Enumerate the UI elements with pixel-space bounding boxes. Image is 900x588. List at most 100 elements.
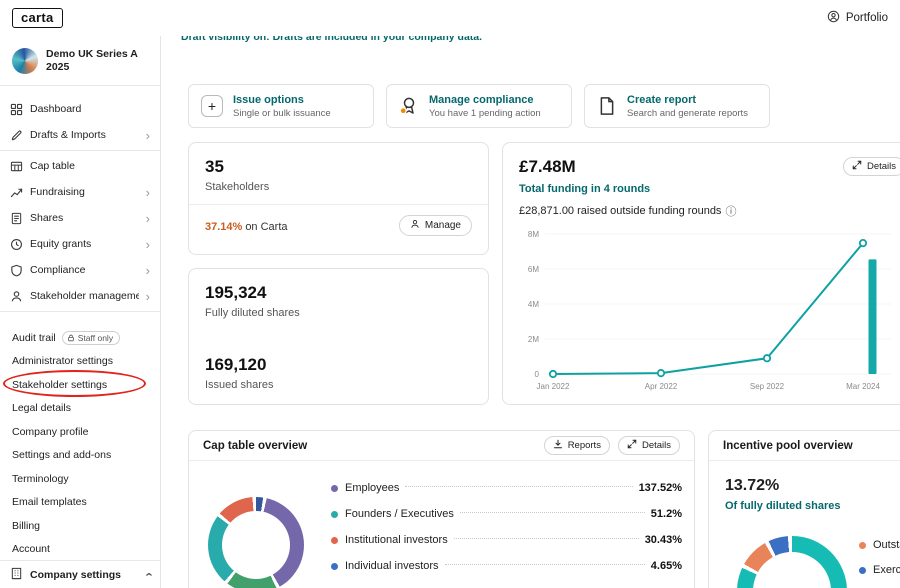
person-icon — [10, 290, 23, 303]
reports-button[interactable]: Reports — [544, 436, 610, 455]
sidebar-item-settings-and-add-ons[interactable]: Settings and add-ons — [0, 444, 160, 468]
building-icon — [10, 567, 23, 583]
table-icon — [10, 160, 23, 173]
issued-shares-label: Issued shares — [205, 379, 472, 391]
sidebar-item-administrator-settings[interactable]: Administrator settings — [0, 350, 160, 374]
info-icon[interactable]: ⓘ — [725, 203, 736, 219]
chevron-up-icon: › — [140, 572, 155, 576]
svg-text:0: 0 — [535, 370, 540, 379]
sidebar-item-label: Stakeholder settings — [12, 379, 107, 391]
on-carta-percent: 37.14% — [205, 221, 242, 233]
sidebar-item-label: Dashboard — [30, 103, 81, 115]
expand-icon — [627, 439, 637, 452]
action-title: Manage compliance — [429, 94, 541, 106]
sidebar-settings-nav: Audit trailStaff only Administrator setti… — [0, 314, 160, 561]
carta-logo[interactable]: carta — [12, 8, 63, 28]
legend-label: Founders / Executives — [345, 508, 454, 520]
sidebar-item-dashboard[interactable]: Dashboard — [0, 96, 160, 122]
manage-button[interactable]: Manage — [399, 215, 472, 236]
sidebar-divider — [0, 311, 160, 312]
legend-item-individual-investors: Individual investors4.65% — [331, 553, 682, 579]
sidebar-item-stakeholder-management[interactable]: Stakeholder management› — [0, 283, 160, 309]
legend-dot — [331, 537, 338, 544]
captable-details-button[interactable]: Details — [618, 436, 680, 455]
outside-funding-text: £28,871.00 raised outside funding rounds — [519, 205, 721, 217]
sidebar-item-label: Account — [12, 543, 50, 555]
sidebar-item-drafts-imports[interactable]: Drafts & Imports› — [0, 122, 160, 148]
sidebar-item-account[interactable]: Account — [0, 538, 160, 562]
legend-dot — [859, 567, 866, 574]
portfolio-button[interactable]: Portfolio — [827, 10, 888, 26]
company-avatar — [12, 48, 38, 74]
svg-text:Mar 2024: Mar 2024 — [846, 382, 880, 391]
sidebar-item-fundraising[interactable]: Fundraising› — [0, 179, 160, 205]
sidebar-item-billing[interactable]: Billing — [0, 514, 160, 538]
sidebar-item-label: Email templates — [12, 496, 87, 508]
legend-item-exercised: Exercised — [859, 564, 900, 576]
chevron-right-icon: › — [146, 186, 150, 199]
sidebar-item-equity-grants[interactable]: Equity grants› — [0, 231, 160, 257]
on-carta-label: on Carta — [245, 221, 287, 233]
company-switcher[interactable]: Demo UK Series A 2025 — [0, 36, 160, 86]
action-subtitle: Search and generate reports — [627, 108, 748, 119]
funding-rounds-subtitle: Total funding in 4 rounds — [519, 183, 900, 195]
action-subtitle: Single or bulk issuance — [233, 108, 331, 119]
sidebar-item-audit-trail[interactable]: Audit trailStaff only — [0, 326, 160, 350]
sidebar-item-cap-table[interactable]: Cap table — [0, 153, 160, 179]
manage-compliance-card[interactable]: Manage complianceYou have 1 pending acti… — [386, 84, 572, 128]
sidebar-item-email-templates[interactable]: Email templates — [0, 491, 160, 515]
sidebar-item-label: Cap table — [30, 160, 75, 172]
sidebar-item-company-profile[interactable]: Company profile — [0, 420, 160, 444]
legend-value: 137.52% — [639, 482, 682, 494]
person-icon — [410, 219, 420, 232]
svg-text:Jan 2022: Jan 2022 — [537, 382, 570, 391]
cap-table-title: Cap table overview — [203, 440, 307, 452]
sidebar-item-compliance[interactable]: Compliance› — [0, 257, 160, 283]
legend-value: 51.2% — [651, 508, 682, 520]
action-title: Issue options — [233, 94, 331, 106]
svg-text:8M: 8M — [528, 230, 539, 239]
stakeholders-card: 35 Stakeholders 37.14%on Carta Manage — [188, 142, 489, 255]
sidebar-item-label: Administrator settings — [12, 355, 113, 367]
issue-options-card[interactable]: + Issue options Single or bulk issuance — [188, 84, 374, 128]
sidebar-item-label: Shares — [30, 212, 63, 224]
sidebar-item-label: Billing — [12, 520, 40, 532]
incentive-pool-title: Incentive pool overview — [723, 440, 853, 452]
sidebar-item-label: Legal details — [12, 402, 71, 414]
plus-icon: + — [201, 95, 223, 117]
sidebar-item-terminology[interactable]: Terminology — [0, 467, 160, 491]
dotted-leader — [454, 538, 639, 539]
create-report-card[interactable]: Create report Search and generate reports — [584, 84, 770, 128]
sidebar-nav: DashboardDrafts & Imports›Cap tableFundr… — [0, 86, 160, 312]
sidebar-item-company-settings[interactable]: Company settings › — [0, 560, 160, 588]
sidebar-item-shares[interactable]: Shares › — [0, 205, 160, 231]
reports-label: Reports — [568, 440, 601, 451]
dotted-leader — [460, 512, 645, 513]
issued-shares-value: 169,120 — [205, 355, 472, 375]
dashboard-icon — [10, 103, 23, 116]
legend-item-outstanding: Outstanding — [859, 539, 900, 551]
sidebar-item-label: Audit trail — [12, 332, 56, 344]
incentive-legend: Outstanding Exercised — [859, 539, 900, 576]
portfolio-label: Portfolio — [846, 12, 888, 24]
legend-dot — [331, 511, 338, 518]
funding-card: £7.48M Details Total funding in 4 rounds… — [502, 142, 900, 405]
sidebar-item-stakeholder-settings[interactable]: Stakeholder settings — [0, 373, 160, 397]
funding-details-button[interactable]: Details — [843, 157, 900, 176]
ribbon-icon — [399, 96, 419, 116]
action-title: Create report — [627, 94, 748, 106]
portfolio-icon — [827, 10, 840, 26]
draft-visibility-banner: Draft visibility on: Drafts are included… — [181, 36, 482, 43]
sidebar-item-label: Drafts & Imports — [30, 129, 106, 141]
expand-icon — [852, 160, 862, 173]
legend-item-employees: Employees 137.52% — [331, 475, 682, 501]
company-name: Demo UK Series A 2025 — [46, 48, 148, 72]
legend-label: Employees — [345, 482, 399, 494]
pencil-icon — [10, 129, 23, 142]
legend-value: 30.43% — [645, 534, 682, 546]
sidebar-item-legal-details[interactable]: Legal details — [0, 397, 160, 421]
chevron-right-icon: › — [146, 212, 150, 225]
legend-dot — [331, 563, 338, 570]
fully-diluted-value: 195,324 — [205, 283, 472, 303]
legend-value: 4.65% — [651, 560, 682, 572]
